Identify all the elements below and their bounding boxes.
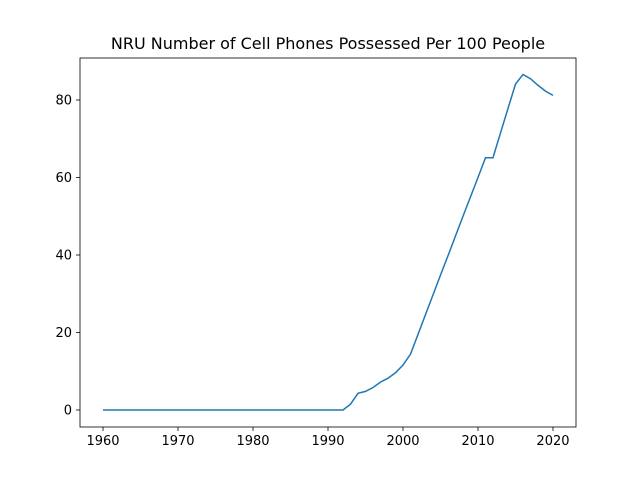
- x-tick-label: 2000: [386, 434, 419, 449]
- y-tick-label: 20: [55, 326, 72, 341]
- x-tick-label: 2010: [461, 434, 494, 449]
- x-tick-label: 1960: [86, 434, 119, 449]
- y-tick-label: 80: [55, 94, 72, 109]
- line-series: [103, 73, 554, 411]
- y-tick-label: 60: [55, 171, 72, 186]
- y-tick-label: 40: [55, 248, 72, 263]
- x-tick-label: 2020: [536, 434, 569, 449]
- chart-title: NRU Number of Cell Phones Possessed Per …: [111, 34, 545, 53]
- x-tick-label: 1980: [236, 434, 269, 449]
- y-tick-label: 0: [64, 403, 72, 418]
- x-tick-label: 1990: [311, 434, 344, 449]
- x-tick-label: 1970: [161, 434, 194, 449]
